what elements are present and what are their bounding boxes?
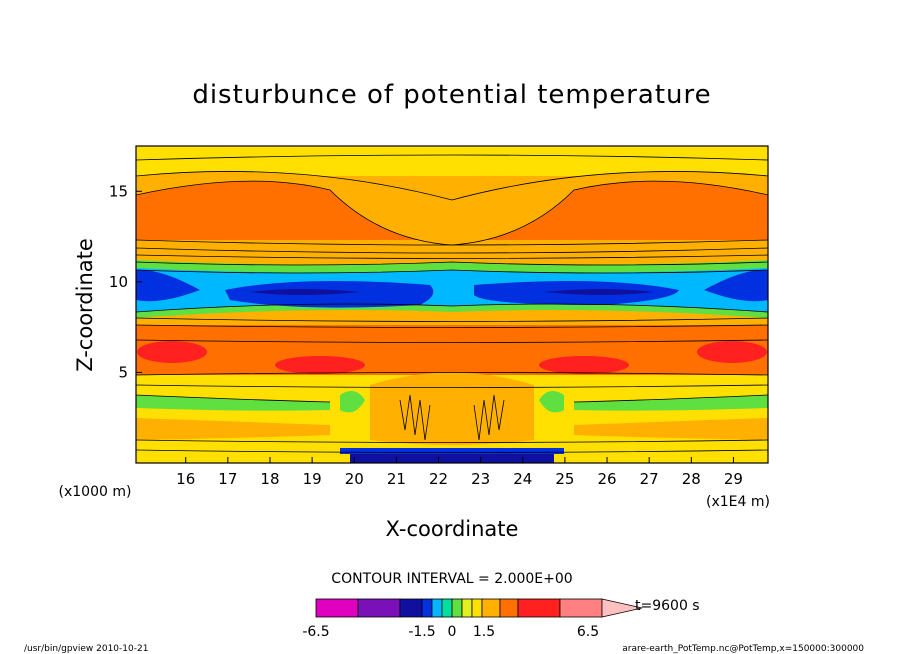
contour-field <box>136 146 768 463</box>
colorbar-swatch <box>559 598 603 618</box>
y-tick-label: 10 <box>109 273 128 291</box>
colorbar-swatch <box>399 598 423 618</box>
colorbar-swatch <box>461 598 473 618</box>
x-axis-ticks: 16 17 18 19 20 21 22 23 24 25 26 27 28 29 <box>176 457 743 488</box>
x-unit-label: (x1E4 m) <box>706 494 770 510</box>
x-tick-label: 17 <box>218 470 237 488</box>
colorbar-swatch <box>441 598 453 618</box>
time-label: t=9600 s <box>635 598 700 614</box>
colorbar-swatch <box>451 598 463 618</box>
colorbar-label: -6.5 <box>302 624 329 640</box>
contour-interval-text: CONTOUR INTERVAL = 2.000E+00 <box>331 571 572 587</box>
colorbar-swatch <box>421 598 433 618</box>
x-tick-label: 27 <box>640 470 659 488</box>
plot-frame <box>135 145 769 464</box>
colorbar-swatch <box>315 598 359 618</box>
colorbar-swatch <box>499 598 519 618</box>
colorbar-label: 1.5 <box>473 624 495 640</box>
x-tick-label: 16 <box>176 470 195 488</box>
y-axis-label: Z-coordinate <box>73 238 97 372</box>
x-tick-label: 26 <box>598 470 617 488</box>
colorbar-swatch <box>471 598 483 618</box>
y-unit-label: (x1000 m) <box>59 484 132 500</box>
x-axis-label: X-coordinate <box>386 517 519 541</box>
x-tick-label: 18 <box>260 470 279 488</box>
x-tick-label: 28 <box>682 470 701 488</box>
chart-title: disturbunce of potential temperature <box>192 80 711 110</box>
x-tick-label: 23 <box>471 470 490 488</box>
y-tick-label: 5 <box>118 363 128 381</box>
y-tick-label: 15 <box>109 182 128 200</box>
x-tick-label: 25 <box>555 470 574 488</box>
footer-left: /usr/bin/gpview 2010-10-21 <box>24 644 148 654</box>
x-tick-label: 24 <box>513 470 532 488</box>
colorbar-swatch <box>357 598 401 618</box>
colorbar-swatch <box>517 598 561 618</box>
colorbar-extension <box>601 598 643 618</box>
x-tick-label: 29 <box>724 470 743 488</box>
x-tick-label: 22 <box>429 470 448 488</box>
colorbar-label: 0 <box>448 624 457 640</box>
colorbar: -6.5 -1.5 0 1.5 6.5 <box>302 598 643 640</box>
colorbar-swatch <box>481 598 501 618</box>
colorbar-swatch <box>431 598 443 618</box>
footer-right: arare-earth_PotTemp.nc@PotTemp,x=150000:… <box>622 644 864 654</box>
x-tick-label: 20 <box>345 470 364 488</box>
x-tick-label: 21 <box>387 470 406 488</box>
x-tick-label: 19 <box>303 470 322 488</box>
y-axis-ticks: 5 10 15 <box>109 182 142 381</box>
colorbar-label: 6.5 <box>577 624 599 640</box>
colorbar-label: -1.5 <box>408 624 435 640</box>
